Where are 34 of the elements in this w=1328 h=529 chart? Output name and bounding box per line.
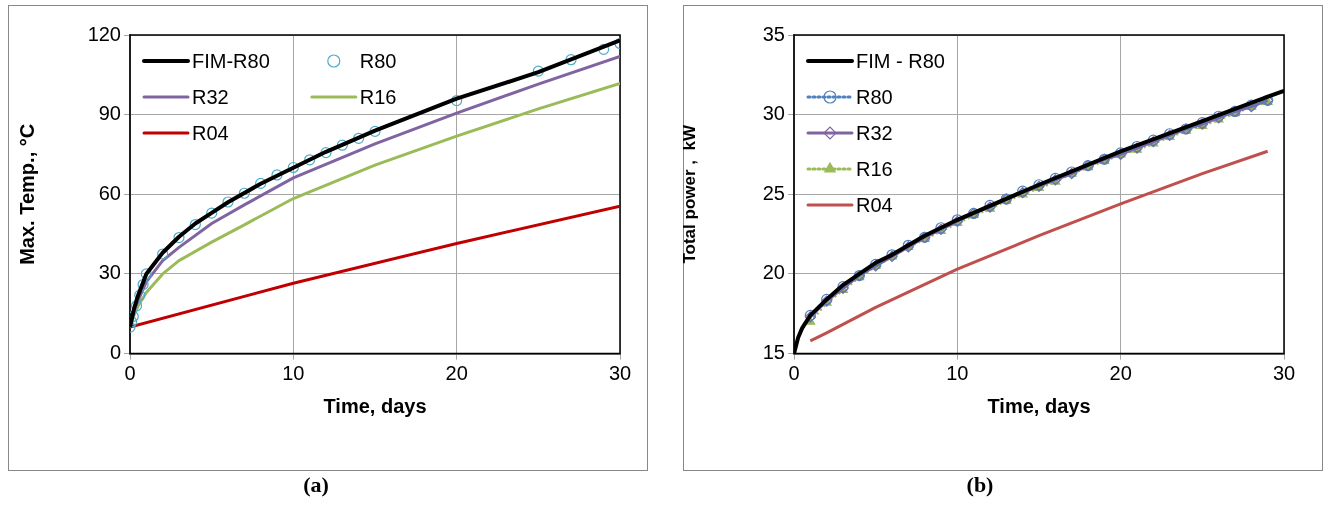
x-axis-title: Time, days	[987, 395, 1091, 418]
x-axis-title: Time, days	[323, 395, 427, 418]
x-tick-label: 30	[608, 362, 632, 385]
legend-label: FIM - R80	[856, 49, 945, 72]
x-tick-label: 0	[788, 362, 800, 385]
legend-label: R04	[192, 121, 229, 144]
legend-label: R16	[359, 85, 397, 108]
y-axis-title: Total power , kW	[679, 124, 699, 264]
x-tick-label: 10	[282, 362, 305, 385]
legend-label: R16	[856, 157, 893, 180]
y-tick-label: 30	[762, 102, 785, 125]
text: (a)	[303, 472, 329, 498]
y-axis-title: Max. Temp., °C	[15, 123, 38, 265]
y-tick-label: 35	[762, 22, 785, 45]
legend-label: R04	[856, 193, 893, 216]
legend-label: R80	[359, 49, 397, 72]
x-tick-label: 0	[124, 362, 136, 385]
legend-label: R32	[192, 85, 229, 108]
x-tick-label: 20	[1109, 362, 1132, 385]
legend-label: FIM-R80	[192, 49, 270, 72]
y-tick-label: 30	[98, 261, 121, 284]
y-tick-label: 90	[98, 102, 121, 125]
x-tick-label: 10	[946, 362, 969, 385]
legend-label: R80	[856, 85, 893, 108]
y-tick-label: 0	[109, 341, 121, 364]
x-tick-label: 20	[445, 362, 468, 385]
x-tick-label: 30	[1272, 362, 1296, 385]
text: (b)	[966, 472, 994, 498]
y-tick-label: 20	[762, 261, 785, 284]
y-tick-label: 120	[87, 22, 121, 45]
y-tick-label: 25	[762, 181, 785, 204]
legend-label: R32	[856, 121, 893, 144]
y-tick-label: 15	[762, 341, 785, 364]
y-tick-label: 60	[98, 181, 121, 204]
